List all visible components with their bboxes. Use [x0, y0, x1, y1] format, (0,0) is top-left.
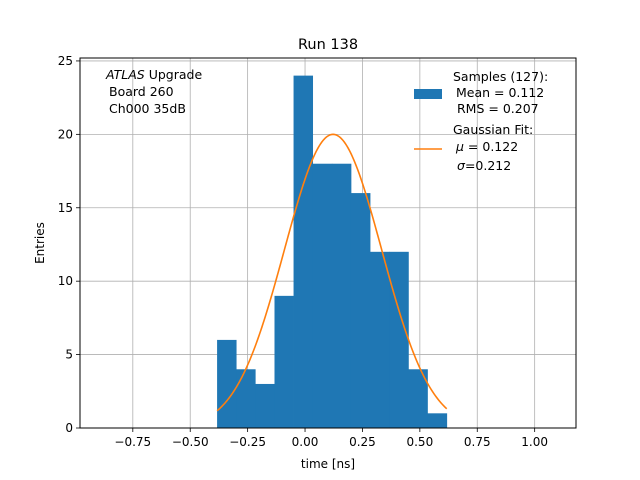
- x-tick-label: −0.50: [172, 435, 209, 449]
- y-tick-label: 5: [65, 348, 73, 362]
- y-axis-label: Entries: [33, 222, 47, 264]
- histogram-bar: [255, 383, 275, 428]
- annotation-upgrade: Upgrade: [145, 67, 203, 82]
- histogram-bar: [312, 163, 333, 428]
- axis-ticks: −0.75 −0.50 −0.25 0.00 0.25 0.50 0.75 1.00 0 5 10 1…: [58, 54, 548, 449]
- histogram-bar: [331, 163, 352, 428]
- histogram-bars: [217, 75, 448, 428]
- x-tick-label: 1.00: [521, 435, 548, 449]
- histogram-bar: [274, 295, 294, 428]
- x-tick-label: 0.25: [349, 435, 376, 449]
- x-axis-label: time [ns]: [301, 457, 355, 471]
- gaussian-fit-curve: [216, 133, 448, 412]
- x-tick-label: 0.50: [406, 435, 433, 449]
- axes-frame: [79, 57, 577, 429]
- y-tick-label: 0: [65, 421, 73, 435]
- legend-samples-mean: Mean = 0.112: [456, 85, 544, 100]
- legend: Samples (127): Mean = 0.112 RMS = 0.207 …: [414, 69, 548, 173]
- x-tick-label: 0.75: [464, 435, 491, 449]
- histogram-bar: [236, 369, 256, 428]
- y-tick-label: 25: [58, 54, 73, 68]
- annotation-text: ATLAS Upgrade Board 260 Ch000 35dB: [105, 67, 202, 116]
- x-tick-label: −0.75: [114, 435, 151, 449]
- y-tick-label: 10: [58, 274, 73, 288]
- legend-mu-value: = 0.122: [464, 139, 518, 154]
- chart-title: Run 138: [298, 37, 358, 53]
- annotation-line-1: ATLAS Upgrade: [105, 67, 202, 82]
- legend-mu-symbol: μ: [455, 139, 464, 154]
- legend-samples-rms: RMS = 0.207: [457, 101, 539, 116]
- y-tick-label: 20: [58, 127, 73, 141]
- histogram-bar: [370, 251, 390, 428]
- annotation-atlas: ATLAS: [105, 67, 145, 82]
- histogram-bar: [350, 193, 371, 428]
- histogram-bar: [293, 75, 314, 428]
- annotation-line-3: Ch000 35dB: [109, 101, 186, 116]
- x-tick-label: 0.00: [292, 435, 319, 449]
- legend-samples-swatch: [414, 89, 442, 99]
- legend-samples-label: Samples (127):: [453, 69, 548, 84]
- legend-fit-sigma: σ=0.212: [457, 158, 511, 173]
- legend-fit-mu: μ = 0.122: [455, 139, 518, 154]
- histogram-bar: [389, 251, 409, 428]
- histogram-bar: [408, 369, 428, 428]
- y-tick-label: 15: [58, 201, 73, 215]
- legend-sigma-value: =0.212: [465, 158, 511, 173]
- histogram-bar: [217, 339, 237, 428]
- legend-fit-label: Gaussian Fit:: [453, 122, 533, 137]
- x-tick-label: −0.25: [229, 435, 266, 449]
- histogram-bar: [427, 413, 448, 428]
- annotation-line-2: Board 260: [109, 84, 174, 99]
- legend-sigma-symbol: σ: [457, 158, 466, 173]
